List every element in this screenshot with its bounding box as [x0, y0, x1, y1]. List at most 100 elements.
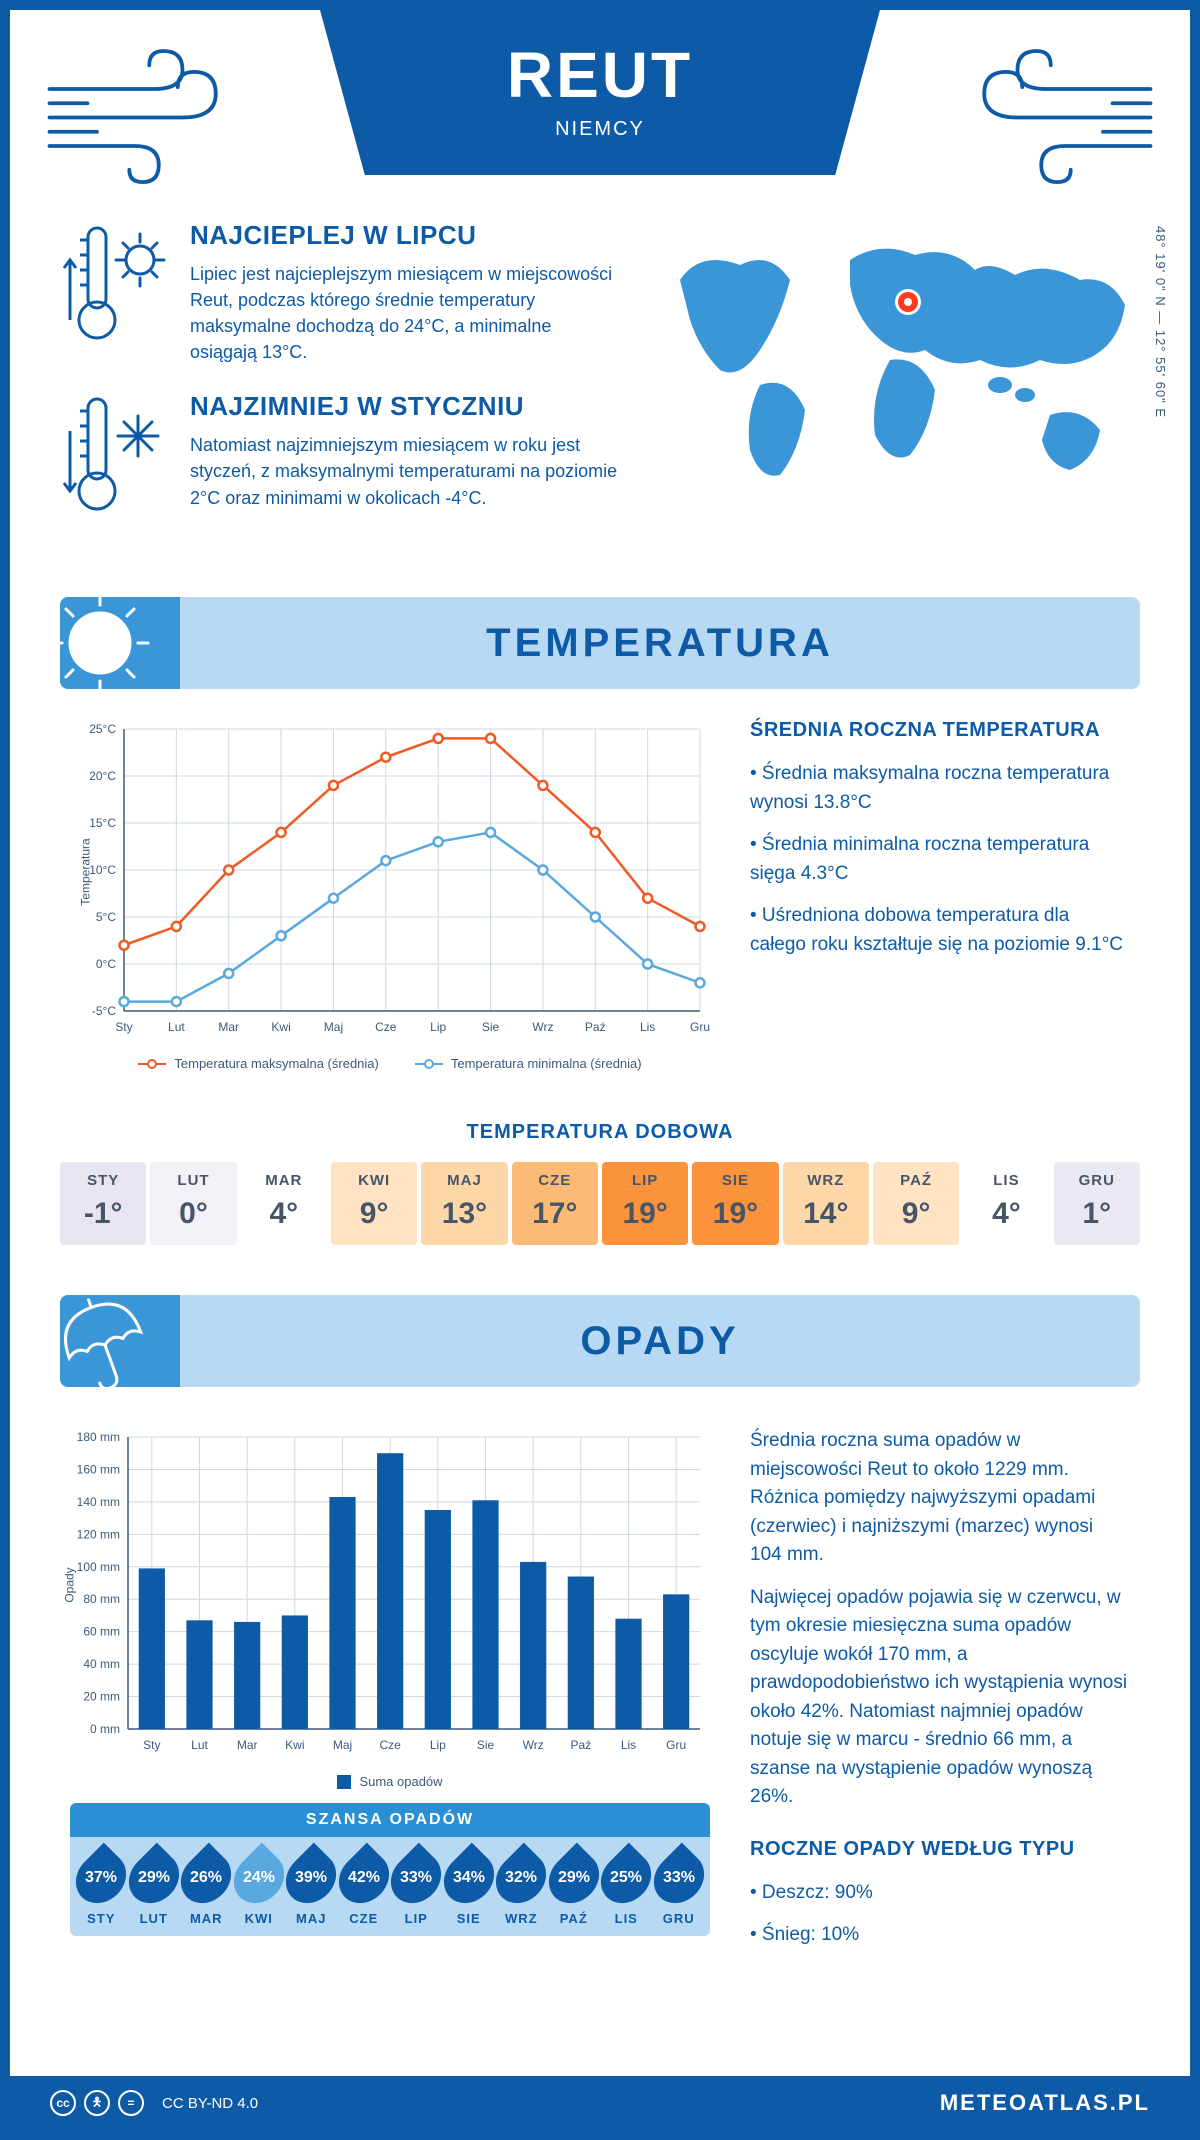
hot-text: Lipiec jest najcieplejszym miesiącem w m…: [190, 261, 620, 365]
cold-block: NAJZIMNIEJ W STYCZNIU Natomiast najzimni…: [60, 391, 620, 521]
svg-text:0°C: 0°C: [96, 957, 116, 971]
temperature-title: TEMPERATURA: [180, 621, 1140, 666]
umbrella-icon: [60, 1295, 180, 1387]
nd-icon: =: [118, 2090, 144, 2116]
svg-text:Lut: Lut: [168, 1020, 185, 1034]
svg-text:Lip: Lip: [430, 1020, 446, 1034]
chance-cell: 25%LIS: [601, 1851, 652, 1926]
svg-text:-5°C: -5°C: [92, 1004, 116, 1018]
wind-icon-left: [40, 28, 230, 188]
thermometer-cold-icon: [60, 391, 170, 521]
daily-cell: GRU1°: [1054, 1162, 1140, 1245]
svg-text:Sie: Sie: [482, 1020, 500, 1034]
daily-cell: SIE19°: [692, 1162, 778, 1245]
hot-block: NAJCIEPLEJ W LIPCU Lipiec jest najcieple…: [60, 220, 620, 365]
svg-text:Wrz: Wrz: [532, 1020, 553, 1034]
precip-legend: Suma opadów: [70, 1774, 710, 1789]
svg-text:15°C: 15°C: [89, 816, 116, 830]
temp-side-0: • Średnia maksymalna roczna temperatura …: [750, 760, 1130, 817]
temp-side-title: ŚREDNIA ROCZNA TEMPERATURA: [750, 719, 1130, 742]
chance-cell: 34%SIE: [444, 1851, 495, 1926]
svg-text:Lis: Lis: [640, 1020, 655, 1034]
chance-cell: 33%GRU: [654, 1851, 705, 1926]
daily-cell: LIS4°: [963, 1162, 1049, 1245]
temp-ylabel: Temperatura: [79, 839, 93, 906]
license-block: cc 🯅 = CC BY-ND 4.0: [50, 2090, 258, 2116]
svg-text:80 mm: 80 mm: [83, 1593, 120, 1607]
temp-side-2: • Uśredniona dobowa temperatura dla całe…: [750, 902, 1130, 959]
precip-ylabel: Opady: [63, 1568, 77, 1603]
chance-cell: 26%MAR: [181, 1851, 232, 1926]
svg-text:Wrz: Wrz: [523, 1738, 544, 1752]
daily-temp-title: TEMPERATURA DOBOWA: [10, 1121, 1190, 1144]
svg-text:Mar: Mar: [218, 1020, 239, 1034]
legend-max: Temperatura maksymalna (średnia): [174, 1056, 378, 1071]
temperature-chart: Temperatura -5°C0°C5°C10°C15°C20°C25°CSt…: [70, 719, 710, 1071]
precip-chance: SZANSA OPADÓW 37%STY29%LUT26%MAR24%KWI39…: [70, 1803, 710, 1936]
precip-section-bar: OPADY: [60, 1295, 1140, 1387]
daily-cell: CZE17°: [512, 1162, 598, 1245]
chance-cell: 39%MAJ: [286, 1851, 337, 1926]
chance-cell: 37%STY: [76, 1851, 127, 1926]
daily-cell: STY-1°: [60, 1162, 146, 1245]
chance-cell: 24%KWI: [234, 1851, 285, 1926]
footer: cc 🯅 = CC BY-ND 4.0 METEOATLAS.PL: [10, 2076, 1190, 2130]
chance-cell: 33%LIP: [391, 1851, 442, 1926]
legend-min: Temperatura minimalna (średnia): [451, 1056, 642, 1071]
country-name: NIEMCY: [340, 118, 860, 141]
svg-text:180 mm: 180 mm: [77, 1430, 120, 1444]
svg-text:Lip: Lip: [430, 1738, 446, 1752]
by-icon: 🯅: [84, 2090, 110, 2116]
svg-text:Cze: Cze: [375, 1020, 397, 1034]
cold-text: Natomiast najzimniejszym miesiącem w rok…: [190, 432, 620, 510]
precip-p2: Najwięcej opadów pojawia się w czerwcu, …: [750, 1584, 1130, 1812]
svg-text:60 mm: 60 mm: [83, 1625, 120, 1639]
summary-section: NAJCIEPLEJ W LIPCU Lipiec jest najcieple…: [10, 200, 1190, 587]
sun-icon: [60, 597, 180, 689]
precip-rain: • Deszcz: 90%: [750, 1879, 1130, 1908]
chance-cell: 29%LUT: [129, 1851, 180, 1926]
thermometer-hot-icon: [60, 220, 170, 350]
daily-temp-row: STY-1°LUT0°MAR4°KWI9°MAJ13°CZE17°LIP19°S…: [10, 1162, 1190, 1285]
precip-p1: Średnia roczna suma opadów w miejscowośc…: [750, 1427, 1130, 1570]
precip-title: OPADY: [180, 1319, 1140, 1364]
precip-sidetext: Średnia roczna suma opadów w miejscowośc…: [750, 1427, 1130, 1964]
temp-legend: Temperatura maksymalna (średnia) Tempera…: [70, 1056, 710, 1071]
svg-text:25°C: 25°C: [89, 722, 116, 736]
svg-text:10°C: 10°C: [89, 863, 116, 877]
daily-cell: MAR4°: [241, 1162, 327, 1245]
svg-text:Kwi: Kwi: [271, 1020, 290, 1034]
daily-cell: KWI9°: [331, 1162, 417, 1245]
header: REUT NIEMCY: [10, 10, 1190, 200]
cold-title: NAJZIMNIEJ W STYCZNIU: [190, 391, 620, 422]
svg-text:Lis: Lis: [621, 1738, 636, 1752]
svg-text:Sty: Sty: [115, 1020, 132, 1034]
temp-side-1: • Średnia minimalna roczna temperatura s…: [750, 831, 1130, 888]
svg-text:160 mm: 160 mm: [77, 1463, 120, 1477]
title-banner: REUT NIEMCY: [320, 10, 880, 175]
chance-cell: 29%PAŹ: [549, 1851, 600, 1926]
chance-cell: 32%WRZ: [496, 1851, 547, 1926]
svg-text:Sty: Sty: [143, 1738, 160, 1752]
temperature-section-bar: TEMPERATURA: [60, 597, 1140, 689]
chance-cell: 42%CZE: [339, 1851, 390, 1926]
svg-text:100 mm: 100 mm: [77, 1560, 120, 1574]
svg-text:40 mm: 40 mm: [83, 1657, 120, 1671]
svg-text:Lut: Lut: [191, 1738, 208, 1752]
infographic-frame: REUT NIEMCY: [0, 0, 1200, 2140]
svg-text:Cze: Cze: [379, 1738, 401, 1752]
daily-cell: PAŹ9°: [873, 1162, 959, 1245]
svg-text:120 mm: 120 mm: [77, 1528, 120, 1542]
svg-text:20 mm: 20 mm: [83, 1690, 120, 1704]
svg-text:5°C: 5°C: [96, 910, 116, 924]
svg-text:Gru: Gru: [666, 1738, 686, 1752]
svg-text:Mar: Mar: [237, 1738, 258, 1752]
hot-title: NAJCIEPLEJ W LIPCU: [190, 220, 620, 251]
world-map: 48° 19' 0" N — 12° 55' 60" E: [650, 220, 1140, 547]
temperature-sidetext: ŚREDNIA ROCZNA TEMPERATURA • Średnia mak…: [750, 719, 1130, 1071]
coordinates: 48° 19' 0" N — 12° 55' 60" E: [1153, 226, 1168, 418]
svg-text:140 mm: 140 mm: [77, 1495, 120, 1509]
svg-text:Sie: Sie: [477, 1738, 495, 1752]
svg-text:Gru: Gru: [690, 1020, 710, 1034]
daily-cell: MAJ13°: [421, 1162, 507, 1245]
